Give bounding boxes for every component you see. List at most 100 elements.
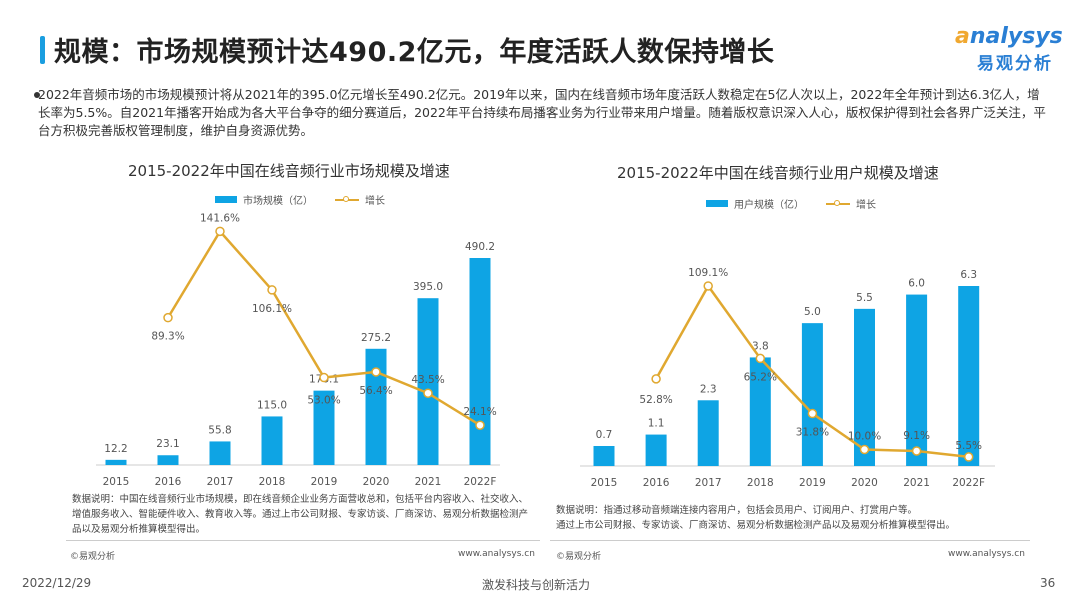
growth-point bbox=[267, 285, 277, 295]
x-tick-label: 2020 bbox=[363, 476, 390, 488]
growth-value-label: 65.2% bbox=[744, 371, 777, 383]
footer-slogan: 激发科技与创新活力 bbox=[482, 578, 591, 592]
growth-value-label: 43.5% bbox=[411, 374, 444, 386]
bar-value-label: 2.3 bbox=[700, 383, 717, 395]
legend-bar-label: 用户规模（亿） bbox=[734, 200, 804, 211]
x-tick-label: 2021 bbox=[415, 476, 442, 488]
growth-value-label: 52.8% bbox=[639, 394, 672, 406]
x-tick-label: 2021 bbox=[903, 477, 930, 489]
bar-value-label: 6.3 bbox=[960, 269, 977, 281]
summary-text: 2022年音频市场的市场规模预计将从2021年的395.0亿元增长至490.2亿… bbox=[38, 87, 1046, 138]
bar-value-label: 1.1 bbox=[648, 418, 665, 430]
page-title: 规模：市场规模预计达490.2亿元，年度活跃人数保持增长 bbox=[54, 37, 775, 68]
growth-point bbox=[703, 281, 713, 291]
bar-value-label: 55.8 bbox=[208, 424, 231, 436]
legend-bar-label: 市场规模（亿） bbox=[243, 196, 313, 207]
growth-point bbox=[163, 312, 173, 323]
bar bbox=[697, 400, 719, 466]
bar bbox=[105, 459, 127, 465]
growth-value-label: 24.1% bbox=[463, 406, 496, 418]
x-tick-label: 2020 bbox=[851, 477, 878, 489]
growth-point bbox=[911, 446, 922, 456]
bar-value-label: 395.0 bbox=[413, 281, 443, 293]
growth-value-label: 5.5% bbox=[955, 440, 982, 452]
bar-value-label: 5.5 bbox=[856, 292, 873, 304]
bar bbox=[854, 308, 875, 466]
growth-point bbox=[807, 408, 818, 419]
x-tick-label: 2017 bbox=[207, 476, 234, 488]
x-tick-label: 2019 bbox=[799, 477, 826, 489]
x-tick-label: 2017 bbox=[695, 477, 722, 489]
x-tick-label: 2016 bbox=[155, 476, 182, 488]
growth-value-label: 31.8% bbox=[796, 427, 829, 439]
growth-point bbox=[963, 452, 974, 462]
growth-point bbox=[859, 444, 870, 455]
bar-value-label: 0.7 bbox=[596, 429, 613, 441]
bullet-icon bbox=[34, 92, 40, 98]
chart2-legend: 用户规模（亿） 增长 bbox=[706, 196, 876, 211]
bar-value-label: 6.0 bbox=[908, 278, 925, 290]
legend-line-swatch bbox=[826, 199, 850, 206]
bar-value-label: 3.8 bbox=[752, 340, 769, 352]
bar bbox=[365, 348, 387, 465]
growth-value-label: 53.0% bbox=[307, 395, 340, 407]
growth-value-label: 10.0% bbox=[848, 431, 881, 443]
x-tick-label: 2019 bbox=[311, 476, 338, 488]
chart1-url: www.analysys.cn bbox=[458, 549, 535, 559]
bar bbox=[313, 390, 335, 465]
x-tick-label: 2022F bbox=[464, 476, 497, 488]
legend-line-label: 增长 bbox=[856, 200, 876, 211]
chart1-title: 2015-2022年中国在线音频行业市场规模及增速 bbox=[128, 162, 450, 180]
legend-line-label: 增长 bbox=[365, 196, 385, 207]
bar bbox=[749, 357, 771, 466]
bar bbox=[906, 294, 928, 466]
bar bbox=[417, 298, 439, 465]
chart2-source: ©易观分析 bbox=[556, 552, 602, 562]
growth-point bbox=[319, 372, 329, 383]
divider bbox=[550, 540, 1030, 541]
footer-date: 2022/12/29 bbox=[22, 576, 92, 590]
bar-value-label: 5.0 bbox=[804, 306, 821, 318]
chart1-note: 数据说明：中国在线音频行业市场规模，即在线音频企业业务方面营收总和，包括平台内容… bbox=[72, 494, 529, 535]
chart2-title: 2015-2022年中国在线音频行业用户规模及增速 bbox=[617, 164, 939, 182]
bar-value-label: 275.2 bbox=[361, 332, 391, 344]
growth-point bbox=[651, 374, 661, 384]
x-tick-label: 2016 bbox=[643, 477, 670, 489]
growth-value-label: 9.1% bbox=[903, 430, 930, 442]
analysys-logo: analysys 易观分析 bbox=[955, 24, 1063, 74]
legend-bar-swatch bbox=[706, 200, 728, 207]
growth-value-label: 141.6% bbox=[200, 212, 240, 224]
growth-point bbox=[423, 388, 433, 398]
growth-point bbox=[475, 420, 485, 430]
bar bbox=[209, 441, 231, 465]
bar-value-label: 12.2 bbox=[104, 443, 127, 455]
bar bbox=[469, 258, 491, 465]
growth-value-label: 89.3% bbox=[151, 331, 184, 343]
x-tick-label: 2018 bbox=[259, 476, 286, 488]
summary-paragraph: 2022年音频市场的市场规模预计将从2021年的395.0亿元增长至490.2亿… bbox=[34, 86, 1048, 140]
x-tick-label: 2018 bbox=[747, 477, 774, 489]
x-tick-label: 2015 bbox=[591, 477, 618, 489]
bar-value-label: 115.0 bbox=[257, 399, 287, 411]
chart2-note-line1: 数据说明：指通过移动音频端连接内容用户，包括会员用户、订阅用户、打赏用户等。 bbox=[556, 505, 918, 516]
chart1-source: ©易观分析 bbox=[70, 552, 116, 562]
bar bbox=[801, 323, 823, 466]
bar bbox=[261, 416, 283, 465]
growth-value-label: 106.1% bbox=[252, 303, 292, 315]
bar bbox=[645, 434, 667, 466]
chart2-note-line2: 通过上市公司财报、专家访谈、厂商深访、易观分析数据检测产品以及易观分析推算模型得… bbox=[556, 520, 956, 531]
bar-value-label: 23.1 bbox=[156, 438, 179, 450]
growth-point bbox=[755, 353, 766, 364]
growth-point bbox=[215, 226, 225, 237]
growth-point bbox=[371, 367, 381, 377]
growth-value-label: 109.1% bbox=[688, 267, 728, 279]
bar bbox=[958, 286, 980, 466]
page-number: 36 bbox=[1040, 576, 1056, 590]
chart2-url: www.analysys.cn bbox=[948, 549, 1025, 559]
divider bbox=[66, 540, 540, 541]
x-tick-label: 2022F bbox=[952, 477, 985, 489]
bar bbox=[157, 455, 179, 465]
bar bbox=[593, 446, 615, 466]
